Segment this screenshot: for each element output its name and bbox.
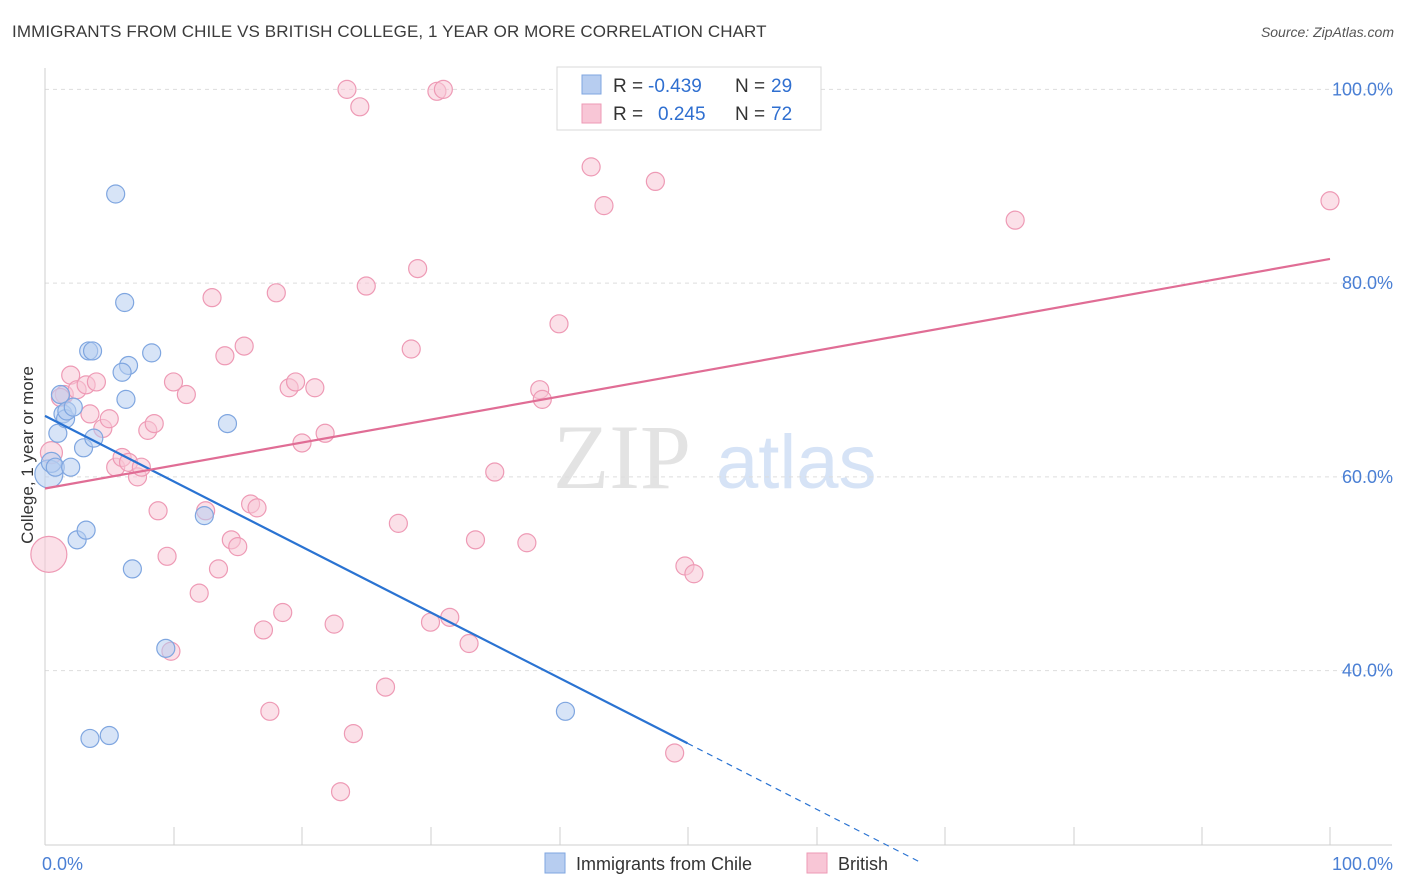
british-point bbox=[266, 283, 286, 303]
chile-point bbox=[142, 343, 162, 363]
british-point bbox=[337, 79, 357, 99]
y-tick-label: 40.0% bbox=[1342, 661, 1393, 681]
british-point bbox=[30, 535, 68, 573]
chile-point bbox=[112, 362, 132, 382]
british-point bbox=[176, 384, 196, 405]
british-point bbox=[343, 723, 363, 744]
chile-point bbox=[156, 638, 176, 658]
legend-r-value-pink: 0.245 bbox=[658, 104, 706, 125]
legend-r-label-pink: R = bbox=[613, 104, 643, 125]
british-point bbox=[684, 564, 704, 584]
chile-trend-extension bbox=[687, 742, 920, 863]
british-point bbox=[202, 288, 222, 308]
chile-point bbox=[82, 341, 103, 361]
british-point bbox=[305, 378, 325, 398]
british-point bbox=[330, 782, 351, 802]
british-point bbox=[433, 79, 453, 99]
british-point bbox=[234, 336, 254, 356]
british-point bbox=[375, 677, 396, 697]
chile-point bbox=[80, 728, 100, 749]
source-label: Source: ZipAtlas.com bbox=[1260, 24, 1394, 40]
british-point bbox=[350, 97, 370, 117]
chile-point bbox=[116, 389, 136, 409]
british-point bbox=[408, 258, 428, 279]
british-point bbox=[356, 276, 376, 296]
y-tick-label: 60.0% bbox=[1342, 467, 1393, 487]
chile-point bbox=[50, 384, 71, 405]
chile-point bbox=[99, 725, 119, 746]
british-point bbox=[440, 607, 460, 627]
chile-point bbox=[115, 292, 135, 313]
british-point bbox=[1320, 191, 1340, 211]
correlation-legend: R = -0.439 N = 29 R = 0.245 N = 72 bbox=[556, 66, 822, 131]
gridlines bbox=[45, 88, 1390, 672]
legend-blue-swatch bbox=[581, 74, 602, 95]
chile-point bbox=[76, 520, 96, 540]
y-axis-title: College, 1 year or more bbox=[18, 366, 37, 544]
legend-n-label-pink: N = bbox=[735, 104, 765, 125]
british-point bbox=[208, 559, 229, 579]
british-point bbox=[215, 346, 235, 366]
bottom-legend-label-british: British bbox=[838, 854, 888, 874]
british-point bbox=[247, 498, 267, 518]
trend-lines bbox=[44, 257, 1331, 863]
chile-point bbox=[63, 397, 83, 417]
british-point bbox=[581, 157, 601, 177]
chile-point bbox=[122, 559, 142, 579]
british-point bbox=[401, 339, 421, 359]
series-legend: Immigrants from Chile British bbox=[544, 852, 888, 874]
chile-point bbox=[61, 457, 81, 477]
x-tick-label: 0.0% bbox=[42, 854, 83, 874]
watermark-atlas: atlas bbox=[716, 420, 877, 505]
legend-n-label-blue: N = bbox=[735, 76, 765, 97]
british-point bbox=[285, 372, 306, 392]
british-point bbox=[99, 409, 119, 429]
british-point bbox=[80, 404, 100, 424]
legend-r-label-blue: R = bbox=[613, 76, 643, 97]
british-point bbox=[144, 413, 164, 434]
british-point bbox=[273, 602, 293, 623]
bottom-legend-label-chile: Immigrants from Chile bbox=[576, 854, 752, 874]
british-point bbox=[157, 546, 177, 566]
legend-n-value-pink: 72 bbox=[771, 104, 792, 125]
y-tick-label: 80.0% bbox=[1342, 273, 1393, 293]
chile-points bbox=[34, 184, 576, 749]
british-point bbox=[253, 620, 274, 640]
chile-point bbox=[106, 184, 126, 204]
british-point bbox=[86, 372, 107, 392]
chart-title: IMMIGRANTS FROM CHILE VS BRITISH COLLEGE… bbox=[12, 22, 767, 41]
legend-r-value-blue: -0.439 bbox=[648, 76, 702, 97]
british-point bbox=[189, 583, 209, 603]
y-tick-labels: 40.0% 60.0% 80.0% 100.0% bbox=[1332, 79, 1393, 680]
chile-point bbox=[555, 701, 576, 721]
british-point bbox=[465, 530, 486, 550]
british-point bbox=[549, 314, 569, 334]
british-trend-line bbox=[44, 257, 1331, 490]
british-point bbox=[324, 614, 344, 634]
chile-point bbox=[194, 506, 214, 526]
x-tick-label: 100.0% bbox=[1332, 854, 1393, 874]
british-point bbox=[665, 743, 685, 763]
british-point bbox=[148, 501, 168, 521]
x-tick-labels: 0.0% 100.0% bbox=[42, 854, 1393, 874]
british-point bbox=[459, 633, 479, 654]
y-tick-label: 100.0% bbox=[1332, 79, 1393, 99]
british-point bbox=[645, 171, 665, 192]
british-point bbox=[388, 513, 408, 533]
british-point bbox=[163, 372, 184, 392]
legend-pink-swatch bbox=[581, 103, 602, 124]
british-point bbox=[228, 537, 248, 557]
british-point bbox=[594, 196, 614, 216]
bottom-legend-blue-swatch bbox=[544, 852, 566, 874]
british-point bbox=[260, 701, 280, 721]
watermark-zip: ZIP bbox=[553, 406, 691, 508]
british-point bbox=[485, 462, 505, 482]
bottom-legend-pink-swatch bbox=[806, 852, 828, 874]
chile-point bbox=[217, 413, 238, 434]
british-point bbox=[1005, 210, 1025, 230]
legend-n-value-blue: 29 bbox=[771, 76, 792, 97]
british-point bbox=[517, 533, 537, 553]
